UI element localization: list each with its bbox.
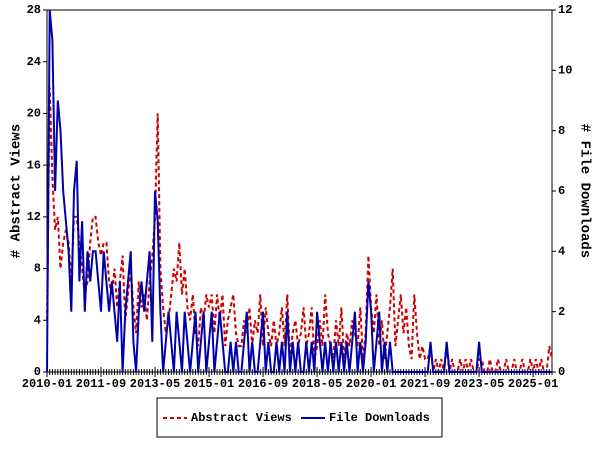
y-tick-label: 24 bbox=[27, 55, 41, 69]
y-tick-label: 12 bbox=[27, 210, 41, 224]
y2-tick-label: 0 bbox=[558, 365, 565, 379]
y-tick-label: 20 bbox=[27, 107, 41, 121]
y2-tick-label: 6 bbox=[558, 184, 565, 198]
y2-tick-label: 4 bbox=[558, 245, 565, 259]
legend-box bbox=[156, 397, 443, 438]
y2-axis-label: # File Downloads bbox=[576, 124, 592, 258]
x-tick-label: 2011-09 bbox=[76, 377, 126, 391]
y-tick-label: 16 bbox=[27, 158, 41, 172]
y-tick-label: 4 bbox=[34, 313, 41, 327]
y2-tick-label: 10 bbox=[558, 64, 572, 78]
x-tick-label: 2025-01 bbox=[508, 377, 558, 391]
y-tick-label: 0 bbox=[34, 365, 41, 379]
series-line bbox=[46, 87, 553, 373]
y2-tick-label: 2 bbox=[558, 305, 565, 319]
x-tick-label: 2020-01 bbox=[346, 377, 396, 391]
x-tick-label: 2013-05 bbox=[130, 377, 180, 391]
plot-frame bbox=[46, 9, 553, 373]
y2-tick-label: 12 bbox=[558, 3, 572, 17]
y-axis-label: # Abstract Views bbox=[9, 124, 25, 258]
x-tick-label: 2021-09 bbox=[400, 377, 450, 391]
x-tick-label: 2010-01 bbox=[22, 377, 72, 391]
legend-label: Abstract Views bbox=[191, 411, 292, 425]
x-tick-label: 2018-05 bbox=[292, 377, 342, 391]
y-tick-label: 8 bbox=[34, 262, 41, 276]
x-tick-label: 2015-01 bbox=[184, 377, 234, 391]
series-line bbox=[46, 9, 552, 373]
y2-tick-label: 8 bbox=[558, 124, 565, 138]
x-tick-label: 2016-09 bbox=[238, 377, 288, 391]
y-tick-label: 28 bbox=[27, 3, 41, 17]
x-tick-label: 2023-05 bbox=[454, 377, 504, 391]
legend-label: File Downloads bbox=[329, 411, 430, 425]
